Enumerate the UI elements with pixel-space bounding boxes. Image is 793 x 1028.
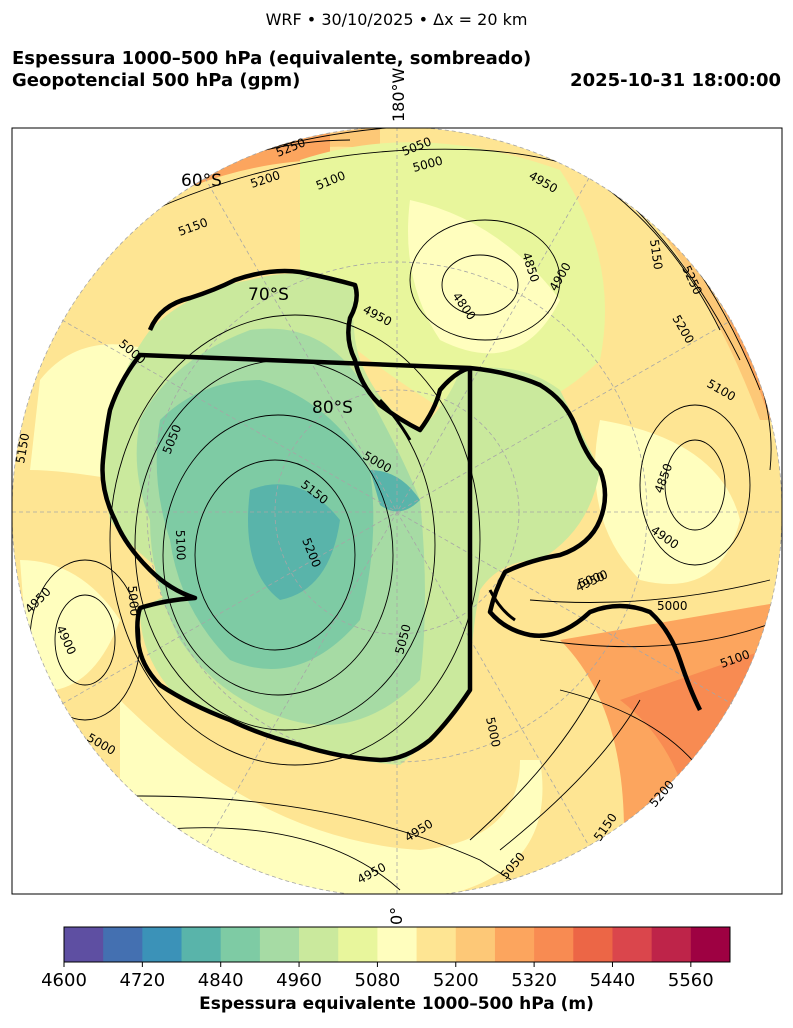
colorbar-tick-label: 5440: [589, 970, 636, 991]
colorbar-segment: [181, 927, 222, 962]
colorbar-segment: [103, 927, 143, 962]
colorbar-tick-label: 4960: [276, 970, 322, 991]
chart-title: Espessura 1000–500 hPa (equivalente, som…: [12, 48, 531, 92]
colorbar-segment: [338, 927, 378, 962]
contour-label: 5100: [173, 530, 188, 561]
colorbar-segment: [651, 927, 692, 962]
colorbar-tick-label: 4720: [119, 970, 166, 991]
colorbar-segment: [494, 927, 535, 962]
lat-label-60: 60°S: [181, 171, 222, 191]
coastline: [100, 268, 703, 763]
title-line-2: Geopotencial 500 hPa (gpm): [12, 70, 301, 91]
colorbar-tickmarks: [63, 962, 692, 967]
colorbar-segment: [455, 927, 496, 962]
lon-label-top: 180°W: [389, 67, 408, 122]
colorbar-segment: [534, 927, 574, 962]
contour-label: 5000: [125, 585, 142, 617]
colorbar-tick-label: 5320: [511, 970, 558, 991]
title-line-1: Espessura 1000–500 hPa (equivalente, som…: [12, 48, 532, 69]
colorbar-segment: [416, 927, 457, 962]
map-border: [11, 127, 783, 895]
colorbar-segment: [299, 927, 339, 962]
colorbar-label: Espessura equivalente 1000–500 hPa (m): [199, 994, 594, 1014]
figure-suptitle: WRF • 30/10/2025 • Δx = 20 km: [265, 10, 528, 29]
colorbar-tick-label: 5200: [432, 970, 479, 991]
colorbar-segment: [220, 927, 261, 962]
colorbar-segment: [259, 927, 300, 962]
colorbar-segment: [690, 927, 731, 962]
valid-time: 2025-10-31 18:00:00: [570, 70, 781, 91]
colorbar-tick-label: 5560: [667, 970, 714, 991]
lat-label-70: 70°S: [248, 285, 289, 305]
contour-label: 5150: [647, 238, 665, 270]
colorbar-tick-label: 4840: [197, 970, 244, 991]
graticule: [12, 128, 782, 894]
colorbar-segment: [64, 927, 104, 962]
colorbar-segment: [573, 927, 613, 962]
colorbar-segments: [64, 927, 731, 962]
contour-label: 5000: [483, 716, 503, 749]
contour-label: 5000: [657, 599, 688, 613]
colorbar-tick-label: 5080: [354, 970, 401, 991]
lon-label-bottom: 0°: [387, 907, 406, 925]
colorbar-segment: [377, 927, 418, 962]
colorbar-segment: [142, 927, 183, 962]
lat-label-80: 80°S: [312, 398, 353, 418]
colorbar-tick-label: 4600: [41, 970, 87, 991]
colorbar-outline: [63, 926, 731, 963]
contour-label: 5150: [13, 432, 32, 465]
colorbar-segment: [612, 927, 653, 962]
colorbar: [63, 926, 731, 967]
